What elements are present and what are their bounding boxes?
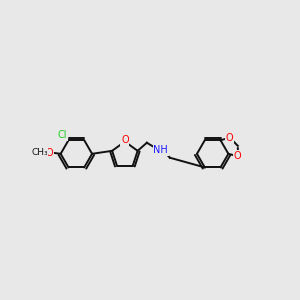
- Text: Cl: Cl: [57, 130, 67, 140]
- Text: O: O: [226, 134, 233, 143]
- Text: NH: NH: [153, 145, 168, 155]
- Text: CH₃: CH₃: [31, 148, 48, 157]
- Text: O: O: [233, 151, 241, 161]
- Text: O: O: [121, 135, 129, 145]
- Text: O: O: [46, 148, 54, 158]
